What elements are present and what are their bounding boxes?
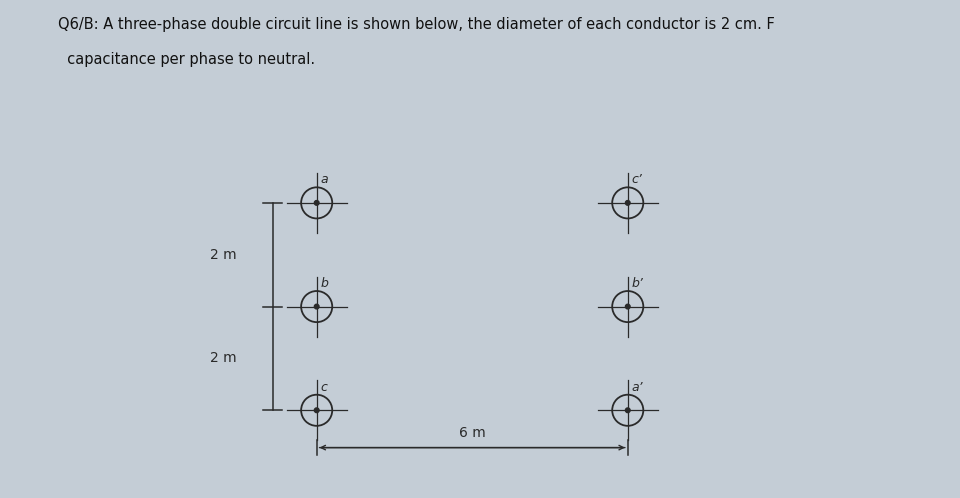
- Circle shape: [625, 201, 630, 205]
- Text: Q6/B: A three-phase double circuit line is shown below, the diameter of each con: Q6/B: A three-phase double circuit line …: [58, 17, 775, 32]
- Text: b: b: [321, 277, 328, 290]
- Text: 2 m: 2 m: [209, 352, 236, 366]
- Circle shape: [625, 408, 630, 413]
- Circle shape: [625, 304, 630, 309]
- Circle shape: [314, 408, 319, 413]
- Circle shape: [314, 201, 319, 205]
- Text: c’: c’: [632, 173, 643, 186]
- Text: 2 m: 2 m: [209, 248, 236, 262]
- Text: a: a: [321, 173, 328, 186]
- Circle shape: [314, 304, 319, 309]
- Text: c: c: [321, 380, 327, 393]
- Text: b’: b’: [632, 277, 644, 290]
- Text: a’: a’: [632, 380, 643, 393]
- Text: 6 m: 6 m: [459, 426, 486, 440]
- Text: capacitance per phase to neutral.: capacitance per phase to neutral.: [58, 52, 315, 67]
